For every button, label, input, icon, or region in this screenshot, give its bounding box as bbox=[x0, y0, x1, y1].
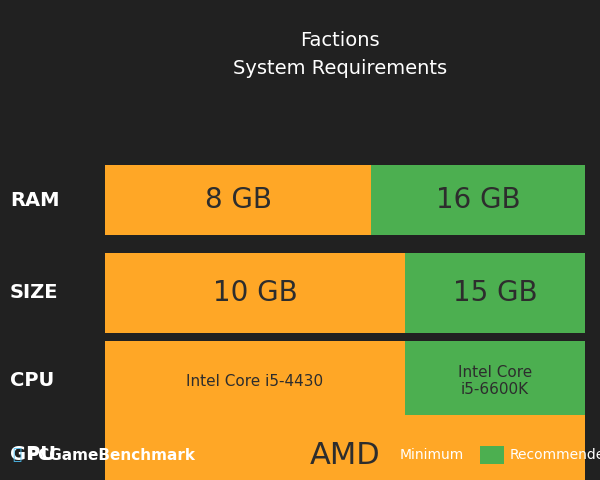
Text: CPU: CPU bbox=[10, 372, 54, 391]
Text: System Requirements: System Requirements bbox=[233, 59, 447, 77]
Text: PCGameBenchmark: PCGameBenchmark bbox=[28, 447, 196, 463]
FancyBboxPatch shape bbox=[405, 341, 585, 421]
Text: 16 GB: 16 GB bbox=[436, 186, 521, 214]
Text: 📊: 📊 bbox=[12, 447, 21, 463]
FancyBboxPatch shape bbox=[105, 253, 405, 333]
FancyBboxPatch shape bbox=[370, 446, 394, 464]
Text: Factions: Factions bbox=[300, 31, 380, 49]
Text: 15 GB: 15 GB bbox=[452, 279, 538, 307]
FancyBboxPatch shape bbox=[480, 446, 504, 464]
Text: Intel Core i5-4430: Intel Core i5-4430 bbox=[187, 373, 323, 388]
Text: AMD: AMD bbox=[310, 441, 380, 469]
FancyBboxPatch shape bbox=[105, 415, 585, 480]
Text: Intel Core
i5-6600K: Intel Core i5-6600K bbox=[458, 365, 532, 397]
Text: 10 GB: 10 GB bbox=[212, 279, 298, 307]
FancyBboxPatch shape bbox=[105, 165, 371, 235]
FancyBboxPatch shape bbox=[405, 253, 585, 333]
Text: GPU: GPU bbox=[10, 445, 56, 465]
FancyBboxPatch shape bbox=[105, 341, 405, 421]
Text: Recommended: Recommended bbox=[510, 448, 600, 462]
FancyBboxPatch shape bbox=[371, 165, 585, 235]
Text: SIZE: SIZE bbox=[10, 284, 59, 302]
Text: RAM: RAM bbox=[10, 191, 59, 209]
Text: Minimum: Minimum bbox=[400, 448, 464, 462]
Text: 8 GB: 8 GB bbox=[205, 186, 272, 214]
